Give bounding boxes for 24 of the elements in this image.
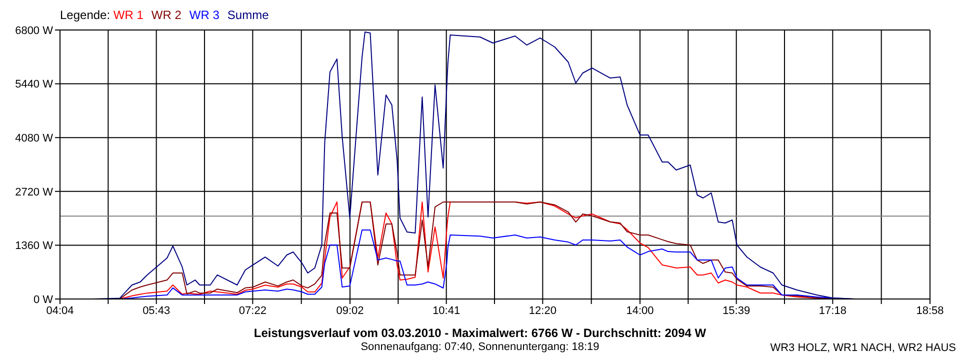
text: Sonnenaufgang: 07:40, Sonnenuntergang: 18:19 xyxy=(360,341,600,353)
x-tick-label: 09:02 xyxy=(336,304,364,317)
legend-title: Legende: xyxy=(60,8,112,22)
y-tick-label: 0 W xyxy=(33,294,54,306)
text: WR 2 xyxy=(151,8,182,22)
text: WR 3 xyxy=(189,8,220,22)
x-tick-label: 12:20 xyxy=(528,304,556,317)
x-tick-label: 04:04 xyxy=(46,304,74,317)
x-tick-label: 14:00 xyxy=(626,304,654,317)
x-tick-label: 07:22 xyxy=(238,304,266,317)
text: Summe xyxy=(227,8,269,22)
text: WR3 HOLZ, WR1 NACH, WR2 HAUS xyxy=(770,342,956,354)
y-tick-label: 2720 W xyxy=(15,186,54,198)
x-tick-label: 05:43 xyxy=(142,304,170,317)
x-tick-label: 17:18 xyxy=(818,304,846,317)
x-tick-label: 10:41 xyxy=(432,304,460,317)
y-tick-label: 6800 W xyxy=(15,24,54,37)
y-tick-label: 1360 W xyxy=(15,240,54,252)
y-tick-label: 5440 W xyxy=(15,78,54,91)
x-tick-label: 15:39 xyxy=(722,304,750,317)
x-tick-label: 18:58 xyxy=(916,304,944,317)
text: Leistungsverlauf vom 03.03.2010 - Maximalwert: 6766 W - Durchschnitt: 2094 W xyxy=(252,326,708,340)
text: WR 1 xyxy=(113,8,144,22)
y-tick-label: 4080 W xyxy=(15,132,54,145)
